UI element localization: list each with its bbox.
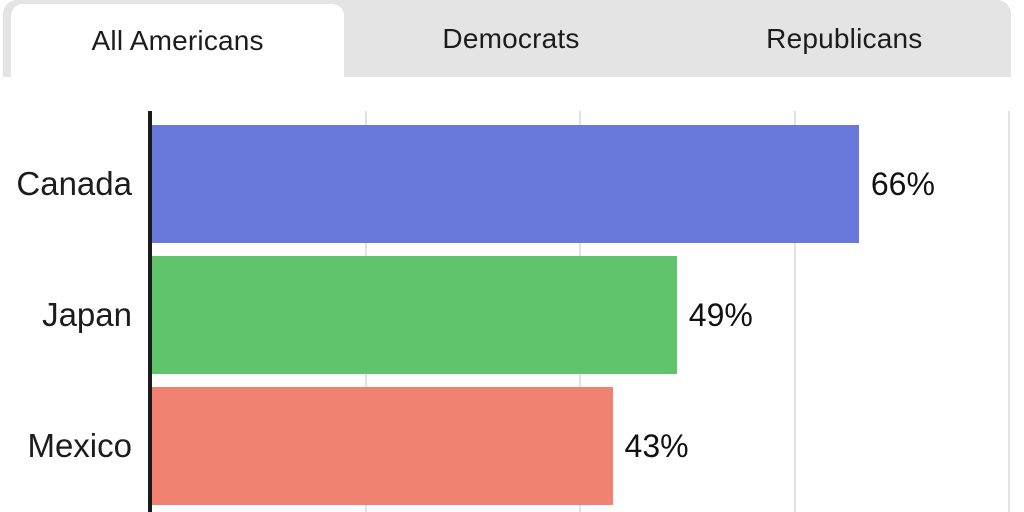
gridline-80pct xyxy=(1007,111,1010,512)
tab-label: Republicans xyxy=(766,22,923,54)
category-label-japan: Japan xyxy=(42,296,132,333)
category-label-mexico: Mexico xyxy=(27,427,132,464)
bar-japan xyxy=(152,256,677,374)
value-label-japan: 49% xyxy=(688,297,753,333)
tab-bar: All Americans Democrats Republicans xyxy=(3,0,1011,77)
y-axis-line xyxy=(148,111,152,512)
value-label-canada: 66% xyxy=(870,166,935,202)
bar-mexico xyxy=(152,387,613,505)
value-label-mexico: 43% xyxy=(624,428,689,464)
gridline-60pct xyxy=(793,111,796,512)
category-label-canada: Canada xyxy=(16,165,132,202)
tab-label: All Americans xyxy=(91,24,264,56)
tab-label: Democrats xyxy=(442,22,580,54)
bar-canada xyxy=(152,125,859,243)
tab-all-americans[interactable]: All Americans xyxy=(11,4,345,77)
tab-republicans[interactable]: Republicans xyxy=(678,0,1011,77)
tab-democrats[interactable]: Democrats xyxy=(344,0,677,77)
